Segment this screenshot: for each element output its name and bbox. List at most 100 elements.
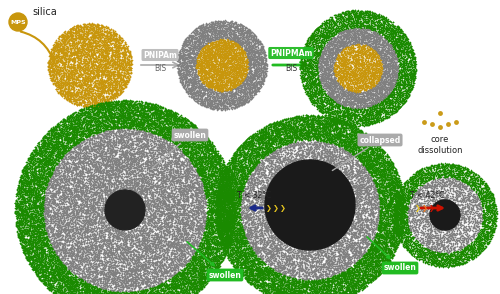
Point [182, 178, 190, 182]
Point [346, 238, 354, 243]
Point [236, 24, 244, 29]
Point [186, 33, 194, 38]
Point [450, 252, 458, 256]
Point [337, 141, 345, 146]
Point [332, 101, 340, 106]
Point [60, 270, 68, 274]
Point [92, 38, 100, 43]
Point [97, 128, 105, 133]
Point [222, 210, 230, 215]
Point [270, 128, 278, 133]
Point [332, 75, 340, 80]
Point [136, 193, 143, 198]
Point [341, 120, 349, 124]
Point [238, 62, 246, 67]
Point [98, 24, 106, 28]
Point [306, 133, 314, 138]
Point [364, 190, 372, 195]
Point [308, 237, 316, 241]
Point [473, 196, 481, 201]
Point [102, 65, 110, 70]
Point [214, 205, 222, 209]
Point [158, 157, 166, 162]
Point [378, 169, 386, 173]
Point [126, 113, 134, 118]
Point [107, 188, 115, 192]
Point [71, 50, 79, 55]
Point [480, 194, 488, 199]
Point [373, 94, 381, 98]
Point [60, 196, 68, 201]
Point [208, 196, 216, 201]
Point [250, 145, 258, 150]
Point [182, 198, 190, 203]
Point [207, 160, 215, 165]
Point [56, 257, 64, 262]
Point [247, 253, 255, 258]
Point [339, 58, 347, 63]
Point [299, 115, 307, 120]
Point [233, 92, 241, 96]
Point [146, 106, 154, 111]
Point [368, 229, 376, 233]
Point [200, 260, 208, 265]
Point [230, 210, 238, 215]
Point [64, 280, 72, 284]
Point [187, 259, 195, 263]
Point [318, 243, 326, 248]
Point [366, 172, 374, 177]
Point [382, 68, 390, 73]
Point [26, 220, 34, 225]
Point [140, 238, 147, 243]
Point [96, 194, 104, 198]
Point [162, 220, 170, 225]
Point [396, 98, 404, 103]
Point [196, 170, 203, 175]
Point [275, 140, 283, 144]
Point [40, 149, 48, 154]
Point [160, 127, 168, 132]
Point [206, 81, 214, 86]
Point [228, 202, 236, 206]
Point [68, 71, 76, 76]
Point [375, 85, 383, 90]
Point [220, 47, 228, 52]
Point [110, 158, 118, 163]
Point [222, 186, 230, 190]
Point [105, 225, 113, 229]
Point [35, 178, 43, 183]
Point [330, 117, 338, 122]
Point [84, 69, 92, 74]
Point [66, 46, 74, 51]
Point [190, 44, 198, 49]
Point [338, 67, 346, 72]
Point [326, 268, 334, 273]
Point [355, 117, 363, 122]
Point [118, 272, 126, 277]
Point [348, 200, 356, 204]
Point [236, 31, 244, 36]
Point [238, 159, 246, 163]
Point [226, 212, 234, 217]
Point [267, 127, 275, 131]
Point [48, 129, 56, 133]
Point [399, 189, 407, 194]
Point [125, 265, 133, 269]
Point [239, 58, 247, 63]
Point [448, 176, 456, 180]
Point [240, 28, 248, 32]
Point [64, 62, 72, 66]
Point [34, 162, 42, 167]
Point [366, 262, 374, 267]
Point [384, 20, 392, 25]
Point [321, 113, 329, 118]
Point [184, 271, 192, 276]
Point [372, 112, 380, 117]
Point [310, 50, 318, 55]
Point [196, 276, 204, 281]
Point [182, 166, 190, 171]
Point [58, 272, 66, 277]
Point [136, 293, 144, 294]
Point [201, 201, 209, 206]
Point [278, 283, 286, 288]
